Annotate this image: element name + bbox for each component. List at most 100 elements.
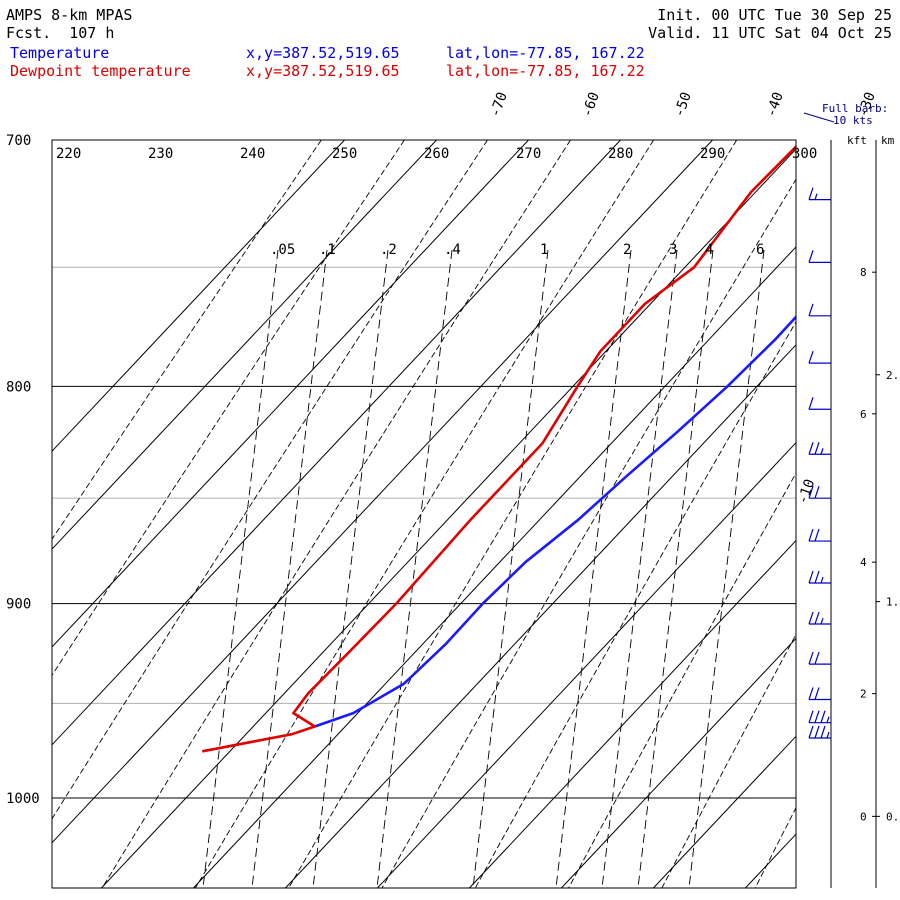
- temp-tick-label--60: -60: [579, 90, 603, 119]
- theta-label-250: 250: [332, 146, 357, 162]
- isotherm-30: [745, 833, 796, 888]
- temp-tick-label--70: -70: [487, 90, 511, 119]
- wind-barb-flag-7-1: [814, 528, 820, 542]
- isotherm-10: [561, 637, 796, 888]
- kft-label-6: 6: [860, 408, 867, 421]
- background-grid: [52, 140, 796, 799]
- isotherm--70: [52, 140, 529, 648]
- wind-barb-flag-13-0: [808, 725, 814, 739]
- mixing-ratio-label-0: .05: [270, 242, 295, 258]
- fcst-value: 107 h: [69, 24, 115, 42]
- km-label-0.: 0.: [886, 810, 899, 823]
- kft-label-4: 4: [860, 556, 867, 569]
- mixing-ratio-label-7: 4: [705, 242, 713, 258]
- wind-barb-flag-5-1: [814, 442, 820, 455]
- temperature-legend: Temperature: [10, 44, 110, 62]
- theta-label-300: 300: [792, 146, 817, 162]
- wind-barb-flag-11-0: [808, 687, 814, 700]
- isotherm--40: [101, 148, 796, 888]
- height-axis: kft km Full barb: 10 kts 0 2 4 6 8 0. 1. 2.: [803, 102, 899, 888]
- wind-barb-flag-12-1: [814, 710, 820, 723]
- wind-barb-half-13: [826, 731, 830, 739]
- theta-label-240: 240: [240, 146, 265, 162]
- fcst-label: Fcst.: [6, 24, 52, 42]
- wind-barb-flag-13-1: [814, 725, 820, 739]
- dry-adiabat-210: [52, 140, 405, 677]
- kft-label: kft: [847, 134, 867, 147]
- wind-barb-flag-8-1: [814, 570, 820, 584]
- wind-barb-flag-10-1: [814, 651, 820, 665]
- theta-label-290: 290: [700, 146, 725, 162]
- mixing-ratio-label-1: .1: [319, 242, 336, 258]
- dry-adiabat-300: [754, 806, 796, 888]
- dry-adiabat-290: [661, 633, 796, 888]
- wind-barb-flag-5-0: [808, 442, 814, 455]
- mixing-ratio-line-0: [202, 249, 279, 888]
- wind-barb-flag-6-1: [814, 485, 820, 499]
- init-time: Init. 00 UTC Tue 30 Sep 25: [657, 6, 892, 24]
- isotherm--80: [52, 140, 437, 550]
- full-barb-sample: [803, 112, 835, 123]
- pressure-label-1000: 1000: [6, 791, 40, 807]
- mixing-ratio-label-5: 2: [623, 242, 631, 258]
- wind-barb-flag-12-2: [820, 710, 826, 723]
- wind-barb-half-0: [814, 193, 818, 200]
- dry-adiabat-260: [381, 178, 796, 888]
- dry-adiabat-220: [52, 140, 488, 820]
- dewpoint-latlon: lat,lon=-77.85, 167.22: [446, 62, 645, 80]
- mixing-ratio-label-4: 1: [540, 242, 548, 258]
- temperature-line: [314, 315, 796, 728]
- mixing-ratio-line-6: [601, 249, 678, 888]
- isotherm-side-label: -10: [795, 477, 819, 506]
- mixing-ratio-lines: [202, 249, 765, 888]
- full-barb-value: 10 kts: [833, 114, 873, 127]
- isotherm--20: [285, 344, 796, 888]
- theta-label-260: 260: [424, 146, 449, 162]
- km-label-2.: 2.: [886, 369, 899, 382]
- theta-label-270: 270: [516, 146, 541, 162]
- isotherm--90: [52, 140, 345, 452]
- wind-barb-flag-2-0: [808, 303, 814, 317]
- forecast-hour: Fcst. 107 h: [6, 24, 114, 42]
- wind-barb-flag-8-0: [808, 570, 814, 584]
- wind-barb-flag-4-0: [808, 397, 814, 410]
- wind-barb-flag-1-0: [808, 250, 814, 263]
- wind-barb-half-9: [820, 617, 824, 625]
- isotherm--10: [377, 441, 796, 888]
- km-label-1.: 1.: [886, 596, 899, 609]
- wind-barb-flag-6-0: [808, 485, 814, 499]
- sounding-profiles: [202, 144, 796, 753]
- dry-adiabat-230: [101, 140, 571, 888]
- wind-barb-half-12: [826, 716, 830, 723]
- mixing-ratio-label-6: 3: [669, 242, 677, 258]
- pressure-label-900: 900: [6, 597, 31, 613]
- mixing-ratio-line-1: [251, 249, 328, 888]
- wind-barb-flag-9-0: [808, 611, 814, 625]
- theta-label-280: 280: [608, 146, 633, 162]
- isotherm--30: [193, 246, 796, 888]
- temperature-xy: x,y=387.52,519.65: [246, 44, 400, 62]
- dry-adiabat-270: [474, 320, 796, 888]
- kft-label-8: 8: [860, 266, 867, 279]
- isotherm--50: [52, 140, 713, 844]
- wind-barb-flag-7-0: [808, 528, 814, 542]
- wind-barb-flag-12-0: [808, 710, 814, 723]
- mixing-ratio-line-4: [472, 249, 549, 888]
- wind-barb-half-8: [820, 576, 824, 584]
- wind-barb-flag-9-1: [814, 611, 820, 625]
- mixing-ratio-label-2: .2: [380, 242, 397, 258]
- isotherm-0: [469, 539, 796, 888]
- dry-adiabat-310: [848, 140, 900, 888]
- wind-barb-flag-3-0: [808, 350, 814, 364]
- valid-time: Valid. 11 UTC Sat 04 Oct 25: [648, 24, 892, 42]
- plot-frame: [51, 139, 797, 889]
- mixing-ratio-line-8: [688, 249, 765, 888]
- wind-barb-flag-0-0: [808, 187, 814, 200]
- isotherm-20: [653, 735, 796, 888]
- model-title: AMPS 8-km MPAS: [6, 6, 133, 24]
- wind-barb-half-5: [820, 448, 824, 455]
- dewpoint-xy: x,y=387.52,519.65: [246, 62, 400, 80]
- kft-label-2: 2: [860, 688, 867, 701]
- pressure-label-800: 800: [6, 379, 31, 395]
